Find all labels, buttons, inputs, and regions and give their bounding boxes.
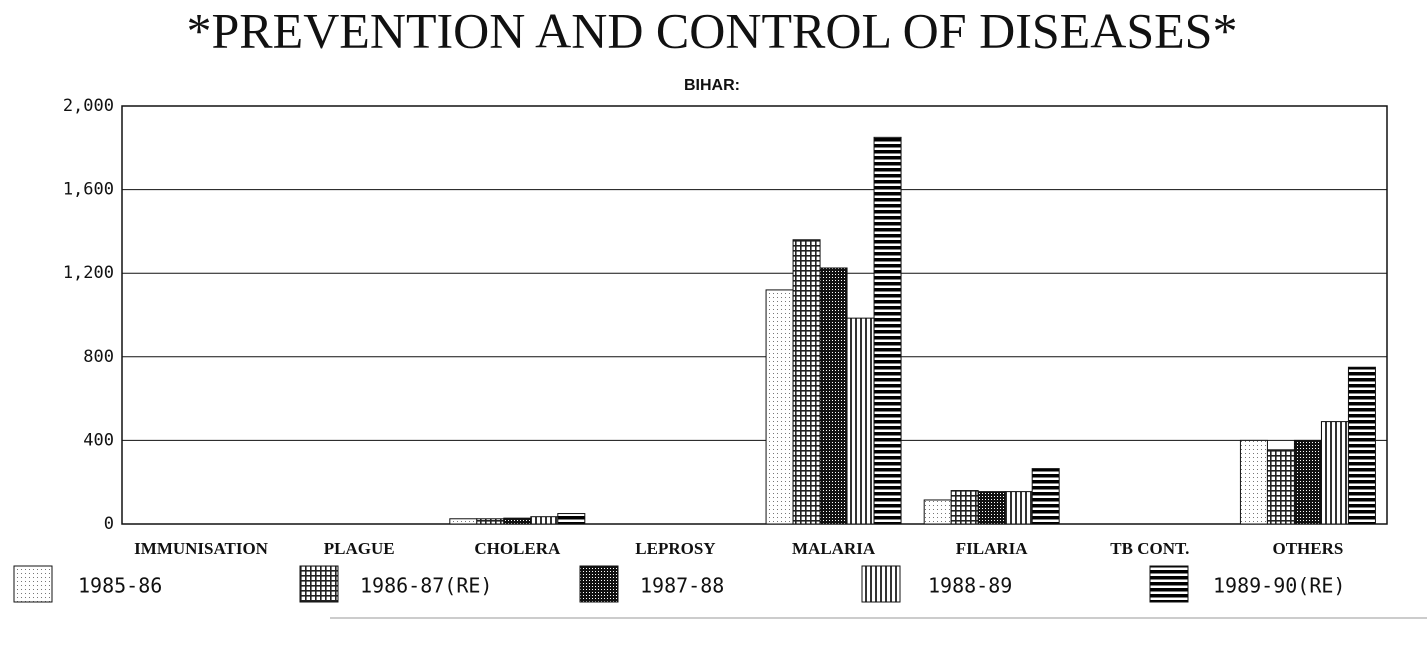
- bar: [765, 289, 794, 525]
- bar: [1347, 366, 1376, 525]
- x-tick-label: TB CONT.: [1110, 539, 1189, 558]
- x-tick-label: IMMUNISATION: [134, 539, 269, 558]
- x-tick-label: FILARIA: [956, 539, 1029, 558]
- legend-swatch: [13, 565, 53, 603]
- legend-label: 1986-87(RE): [360, 574, 492, 598]
- bar: [977, 491, 1006, 525]
- bar: [530, 516, 559, 525]
- x-tick-label: PLAGUE: [324, 539, 395, 558]
- y-tick-label: 1,600: [63, 180, 114, 200]
- x-tick-label: OTHERS: [1273, 539, 1344, 558]
- bar: [1320, 421, 1349, 525]
- y-tick-label: 1,200: [63, 263, 114, 283]
- y-tick-label: 400: [83, 430, 114, 450]
- plot-frame: [121, 105, 1388, 525]
- bar: [476, 518, 505, 525]
- x-tick-label: MALARIA: [792, 539, 876, 558]
- bar: [873, 136, 902, 525]
- y-tick-label: 0: [104, 514, 114, 534]
- bar: [923, 499, 952, 525]
- y-tick-label: 2,000: [63, 96, 114, 116]
- legend-swatch: [1149, 565, 1189, 603]
- chart-title: *PREVENTION AND CONTROL OF DISEASES*: [187, 2, 1238, 58]
- bar: [819, 267, 848, 525]
- legend-swatch: [579, 565, 619, 603]
- legend-label: 1985-86: [78, 574, 162, 598]
- legend-label: 1987-88: [640, 574, 724, 598]
- legend-swatch: [861, 565, 901, 603]
- bar: [846, 317, 875, 525]
- bar: [950, 490, 979, 525]
- bar: [557, 513, 586, 525]
- x-tick-label: LEPROSY: [635, 539, 715, 558]
- bar: [449, 518, 478, 525]
- legend-swatch: [299, 565, 339, 603]
- y-tick-label: 800: [83, 347, 114, 367]
- bar: [1031, 468, 1060, 525]
- legend-label: 1989-90(RE): [1213, 574, 1345, 598]
- bar: [1004, 491, 1033, 525]
- bar: [792, 239, 821, 525]
- bar: [1293, 439, 1322, 525]
- legend-label: 1988-89: [928, 574, 1012, 598]
- bar: [1239, 439, 1268, 525]
- chart-subtitle: BIHAR:: [684, 77, 740, 94]
- bar: [1266, 449, 1295, 525]
- bar: [503, 517, 532, 525]
- x-tick-label: CHOLERA: [474, 539, 561, 558]
